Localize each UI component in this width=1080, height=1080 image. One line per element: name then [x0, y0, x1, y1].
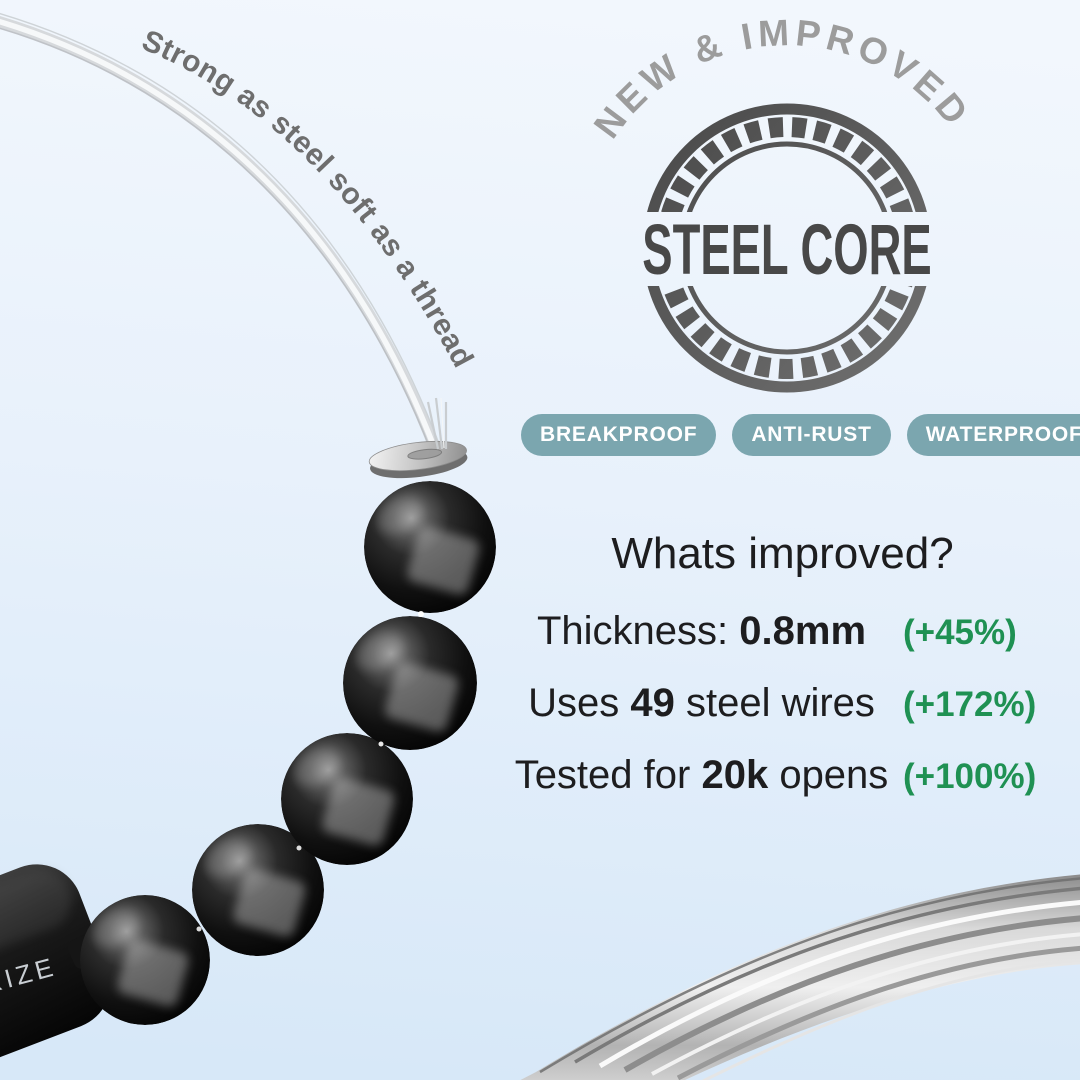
improvement-text: Uses 49 steel wires	[528, 681, 875, 725]
wire-glint	[418, 611, 424, 617]
wire-tuft	[426, 397, 448, 450]
wire-glint	[378, 741, 384, 747]
improvement-row-thickness: Thickness: 0.8mm (+45%)	[500, 609, 1045, 654]
pill-breakproof: BREAKPROOF	[521, 414, 717, 456]
feature-pills: BREAKPROOF ANTI-RUST WATERPROOF	[521, 414, 1080, 456]
bead	[281, 733, 413, 865]
wire-glint	[296, 845, 302, 851]
improvement-row-wires: Uses 49 steel wires (+172%)	[500, 681, 1045, 726]
steel-thread	[0, 12, 442, 454]
bead	[343, 616, 477, 750]
improvement-delta: (+172%)	[903, 685, 1037, 724]
steel-cable	[520, 874, 1080, 1080]
improvements-heading: Whats improved?	[611, 529, 954, 578]
improvement-delta: (+100%)	[903, 757, 1037, 796]
improvement-delta: (+45%)	[903, 613, 1017, 652]
steel-core-stamp: STEEL CORE	[640, 103, 936, 393]
improvement-text: Thickness: 0.8mm	[536, 609, 867, 653]
pill-waterproof: WATERPROOF	[906, 414, 1080, 456]
bead	[192, 824, 324, 956]
bead	[80, 895, 210, 1025]
improvement-text: Tested for 20k opens	[514, 753, 889, 797]
stamp-text-band	[640, 212, 936, 286]
bead-chain	[80, 481, 496, 1025]
bead	[364, 481, 496, 613]
wire-glint	[196, 926, 202, 932]
stamp-label: STEEL CORE	[642, 210, 931, 290]
improvements-panel: Whats improved? Thickness: 0.8mm (+45%) …	[500, 529, 1045, 825]
pill-anti-rust: ANTI-RUST	[732, 414, 891, 456]
improvement-row-tested: Tested for 20k opens (+100%)	[500, 753, 1045, 798]
